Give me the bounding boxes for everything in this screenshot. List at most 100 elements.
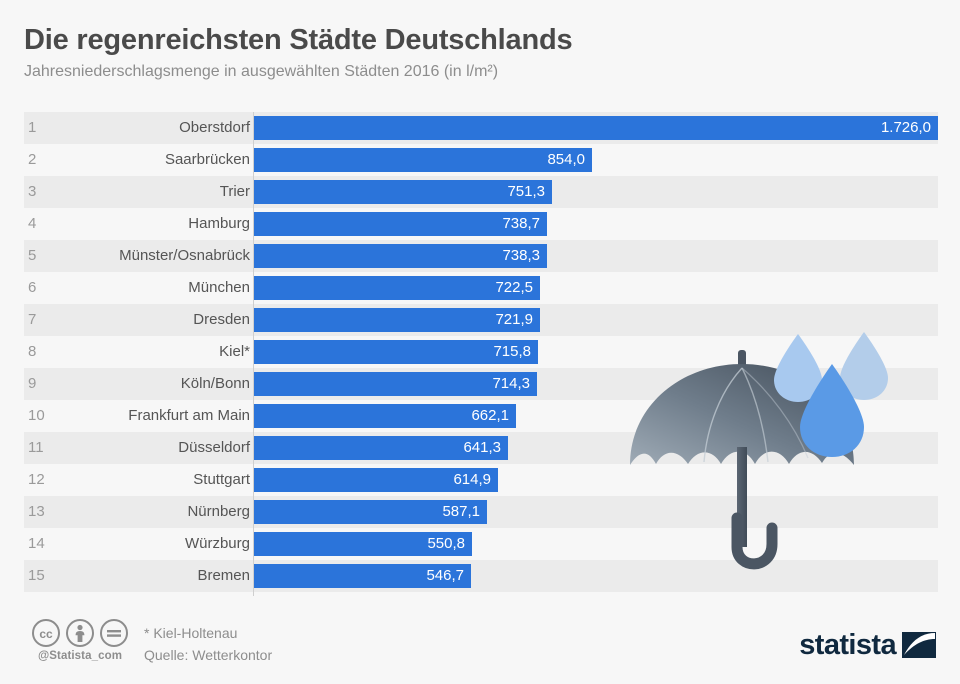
row-value-label: 738,7: [502, 215, 540, 232]
table-row: 14 Würzburg 550,8: [0, 528, 960, 560]
statista-logo-mark: [902, 632, 936, 658]
row-background: [24, 560, 938, 592]
row-bar-container: 587,1: [254, 500, 487, 524]
attribution-person-icon: [66, 619, 94, 647]
creative-commons-block: cc @Statista_com: [24, 618, 136, 662]
svg-text:cc: cc: [39, 627, 53, 641]
cc-icon-group: cc: [24, 618, 136, 648]
row-rank: 14: [28, 535, 45, 552]
row-bar: [254, 148, 592, 172]
row-value-label: 722,5: [495, 279, 533, 296]
row-bar: [254, 116, 938, 140]
row-city-label: Nürnberg: [187, 503, 250, 520]
header: Die regenreichsten Städte Deutschlands J…: [24, 22, 936, 83]
row-bar: [254, 532, 472, 556]
row-bar-container: 662,1: [254, 404, 516, 428]
row-value-label: 546,7: [426, 567, 464, 584]
table-row: 15 Bremen 546,7: [0, 560, 960, 592]
table-row: 8 Kiel* 715,8: [0, 336, 960, 368]
row-value-label: 721,9: [495, 311, 533, 328]
row-bar-container: 1.726,0: [254, 116, 938, 140]
bar-chart: 1 Oberstdorf 1.726,0 2 Saarbrücken 854,0 3 Trie…: [0, 112, 960, 600]
no-derivatives-equals-icon: [100, 619, 128, 647]
row-bar: [254, 500, 487, 524]
row-city-label: Stuttgart: [193, 471, 250, 488]
statista-logo-text: statista: [799, 629, 896, 661]
row-bar: [254, 244, 547, 268]
row-rank: 6: [28, 279, 37, 296]
row-bar-container: 641,3: [254, 436, 508, 460]
row-value-label: 587,1: [442, 503, 480, 520]
row-bar-container: 550,8: [254, 532, 472, 556]
row-bar-container: 614,9: [254, 468, 498, 492]
row-rank: 15: [28, 567, 45, 584]
table-row: 2 Saarbrücken 854,0: [0, 144, 960, 176]
row-rank: 7: [28, 311, 37, 328]
row-bar: [254, 404, 516, 428]
row-rank: 5: [28, 247, 37, 264]
row-bar: [254, 372, 537, 396]
row-city-label: Köln/Bonn: [180, 375, 250, 392]
row-city-label: Saarbrücken: [164, 151, 250, 168]
statista-logo: statista: [799, 630, 936, 660]
footer-notes: * Kiel-Holtenau Quelle: Wetterkontor: [144, 622, 664, 666]
row-value-label: 550,8: [427, 535, 465, 552]
row-rank: 4: [28, 215, 37, 232]
row-city-label: Würzburg: [184, 535, 250, 552]
row-city-label: Hamburg: [188, 215, 250, 232]
row-value-label: 662,1: [471, 407, 509, 424]
row-value-label: 614,9: [453, 471, 491, 488]
row-bar-container: 738,7: [254, 212, 547, 236]
row-value-label: 1.726,0: [880, 119, 931, 136]
footer: cc @Statista_com * Kiel-Holtenau Quelle:…: [0, 606, 960, 684]
source-text: Quelle: Wetterkontor: [144, 647, 273, 663]
row-value-label: 751,3: [507, 183, 545, 200]
table-row: 10 Frankfurt am Main 662,1: [0, 400, 960, 432]
row-city-label: Münster/Osnabrück: [119, 247, 250, 264]
row-rank: 3: [28, 183, 37, 200]
row-rank: 9: [28, 375, 37, 392]
row-city-label: Bremen: [197, 567, 250, 584]
table-row: 12 Stuttgart 614,9: [0, 464, 960, 496]
row-bar-container: 722,5: [254, 276, 540, 300]
table-row: 7 Dresden 721,9: [0, 304, 960, 336]
row-bar: [254, 564, 471, 588]
row-rank: 11: [28, 439, 44, 456]
row-rank: 13: [28, 503, 45, 520]
row-city-label: München: [188, 279, 250, 296]
row-bar-container: 854,0: [254, 148, 592, 172]
row-city-label: Düsseldorf: [178, 439, 250, 456]
row-bar-container: 546,7: [254, 564, 471, 588]
table-row: 1 Oberstdorf 1.726,0: [0, 112, 960, 144]
row-city-label: Frankfurt am Main: [128, 407, 250, 424]
row-city-label: Dresden: [193, 311, 250, 328]
row-bar: [254, 276, 540, 300]
row-rank: 10: [28, 407, 45, 424]
row-rank: 12: [28, 471, 45, 488]
row-bar: [254, 180, 552, 204]
footnote-text: * Kiel-Holtenau: [144, 625, 238, 641]
row-rank: 1: [28, 119, 37, 136]
row-bar-container: 714,3: [254, 372, 537, 396]
row-bar: [254, 340, 538, 364]
row-rank: 8: [28, 343, 37, 360]
row-value-label: 854,0: [547, 151, 585, 168]
page-title: Die regenreichsten Städte Deutschlands: [24, 24, 573, 56]
table-row: 9 Köln/Bonn 714,3: [0, 368, 960, 400]
row-bar: [254, 436, 508, 460]
page-subtitle: Jahresniederschlagsmenge in ausgewählten…: [24, 63, 499, 80]
row-bar-container: 715,8: [254, 340, 538, 364]
row-value-label: 715,8: [493, 343, 531, 360]
row-bar: [254, 308, 540, 332]
row-rank: 2: [28, 151, 37, 168]
table-row: 4 Hamburg 738,7: [0, 208, 960, 240]
row-bar: [254, 468, 498, 492]
row-city-label: Trier: [219, 183, 250, 200]
row-city-label: Kiel*: [219, 343, 250, 360]
row-bar-container: 738,3: [254, 244, 547, 268]
row-bar: [254, 212, 547, 236]
row-city-label: Oberstdorf: [179, 119, 250, 136]
row-value-label: 738,3: [502, 247, 540, 264]
cc-icon: cc: [32, 619, 60, 647]
